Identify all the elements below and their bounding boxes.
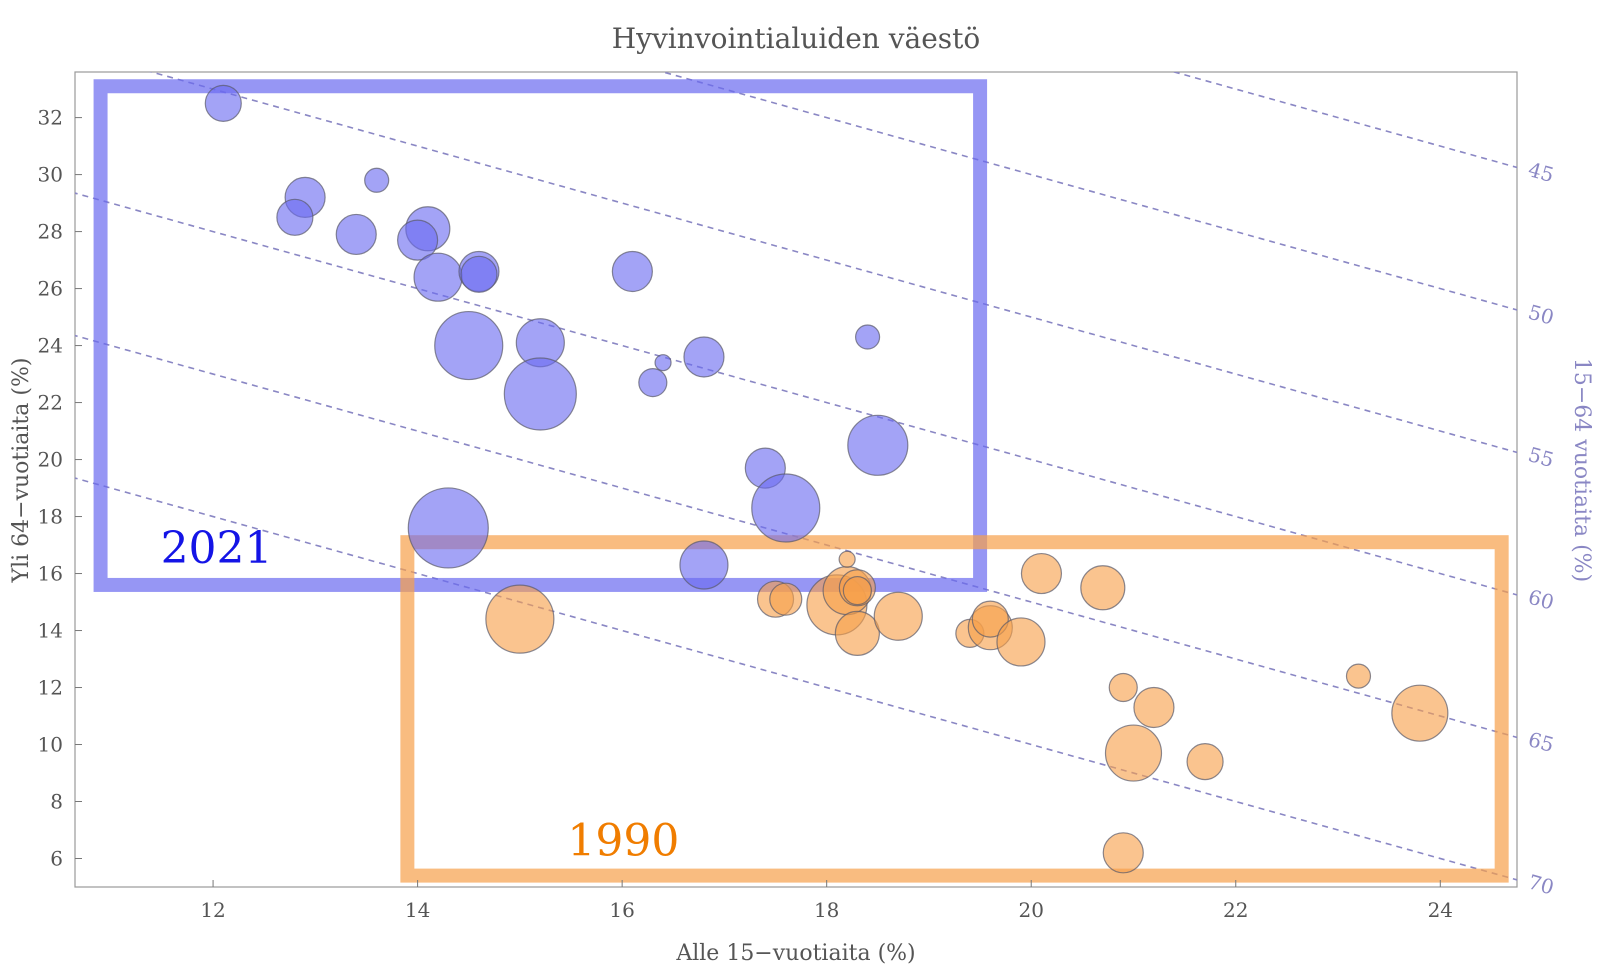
bubble-2021 xyxy=(460,255,498,293)
y-tick-label: 20 xyxy=(38,448,63,472)
working-age-lines xyxy=(75,72,1517,881)
bubble-1990 xyxy=(1133,686,1175,729)
x-axis-label: Alle 15−vuotiaita (%) xyxy=(675,941,915,966)
bubble-1990 xyxy=(873,591,923,641)
bubble-2021 xyxy=(503,357,577,431)
bubble-1990 xyxy=(838,550,856,568)
bubble-1990 xyxy=(1186,743,1224,781)
x-tick-label: 16 xyxy=(609,898,634,922)
year-labels: 2021 1990 xyxy=(161,523,680,867)
bubble-1990 xyxy=(1020,552,1063,595)
year-boxes xyxy=(93,79,1509,883)
bubble-2021 xyxy=(276,198,314,236)
bubble-2021 xyxy=(397,219,439,261)
bubble-2021 xyxy=(679,540,729,590)
working-age-line xyxy=(75,477,1517,881)
y-tick-label: 12 xyxy=(38,676,63,700)
working-age-tick-labels: 45 50 55 60 65 70 xyxy=(1526,157,1557,899)
working-age-tick-label: 55 xyxy=(1526,442,1557,472)
x-tick-label: 12 xyxy=(200,898,225,922)
bubble-1990 xyxy=(769,582,803,616)
y-tick-label: 18 xyxy=(38,505,63,529)
y-axis: 6 8 10 12 14 16 18 20 22 24 26 28 30 32 xyxy=(38,106,82,871)
working-age-line xyxy=(660,72,1517,311)
y-tick-label: 32 xyxy=(38,106,63,130)
plot-frame xyxy=(74,71,1518,888)
bubble-1990 xyxy=(1104,724,1163,782)
y-tick-label: 26 xyxy=(38,277,63,301)
year-label-2021: 2021 xyxy=(161,523,273,574)
x-axis: 12 14 16 18 20 22 24 xyxy=(200,880,1453,922)
bubble-2021 xyxy=(413,252,463,302)
working-age-tick-label: 60 xyxy=(1526,585,1557,615)
year-box-2021 xyxy=(93,79,988,592)
bubble-2021 xyxy=(683,336,725,378)
x-tick-label: 22 xyxy=(1223,898,1248,922)
year-label-1990: 1990 xyxy=(567,816,679,867)
y-tick-label: 24 xyxy=(38,334,63,358)
chart-title: Hyvinvointialuiden väestö xyxy=(612,22,981,55)
bubbles xyxy=(204,84,1449,874)
y-tick-label: 10 xyxy=(38,733,63,757)
x-tick-label: 20 xyxy=(1018,898,1043,922)
bubble-1990 xyxy=(1102,832,1144,874)
x-tick-label: 18 xyxy=(814,898,839,922)
y-tick-label: 8 xyxy=(50,790,63,814)
y-tick-label: 28 xyxy=(38,220,63,244)
bubble-2021 xyxy=(335,213,377,256)
working-age-tick-label: 45 xyxy=(1526,157,1557,187)
bubble-2021 xyxy=(638,368,668,398)
bubble-2021 xyxy=(434,310,504,381)
bubble-1990 xyxy=(485,584,555,654)
bubble-2021 xyxy=(751,473,821,543)
y2-axis-label: 15−64 vuotiaita (%) xyxy=(1569,358,1594,582)
working-age-tick-label: 70 xyxy=(1526,870,1557,900)
y-tick-label: 6 xyxy=(50,847,63,871)
bubble-1990 xyxy=(971,600,1009,638)
x-tick-label: 24 xyxy=(1428,898,1453,922)
working-age-tick-label: 50 xyxy=(1526,300,1557,330)
bubble-2021 xyxy=(611,250,653,293)
bubble-2021 xyxy=(364,167,390,193)
working-age-line xyxy=(75,192,1517,596)
bubble-1990 xyxy=(1391,684,1449,742)
year-box-1990 xyxy=(400,535,1509,883)
bubble-1990 xyxy=(834,610,880,656)
bubble-2021 xyxy=(407,487,489,569)
y-tick-label: 22 xyxy=(38,391,63,415)
y-axis-label: Yli 64−vuotiaita (%) xyxy=(9,358,34,584)
working-age-line xyxy=(148,72,1517,454)
bubble-2021 xyxy=(204,84,242,122)
x-tick-label: 14 xyxy=(405,898,430,922)
bubble-2021 xyxy=(847,414,909,476)
working-age-tick-label: 65 xyxy=(1526,727,1557,757)
y-tick-label: 14 xyxy=(38,619,63,643)
bubble-1990 xyxy=(1345,663,1372,689)
y-tick-label: 16 xyxy=(38,562,63,586)
bubble-2021 xyxy=(854,324,881,350)
bubble-1990 xyxy=(842,576,872,606)
bubble-1990 xyxy=(1080,565,1126,611)
bubble-2021 xyxy=(654,354,672,372)
y-tick-label: 30 xyxy=(38,163,63,187)
bubble-1990 xyxy=(1108,672,1138,703)
bubble-1990 xyxy=(996,617,1046,667)
